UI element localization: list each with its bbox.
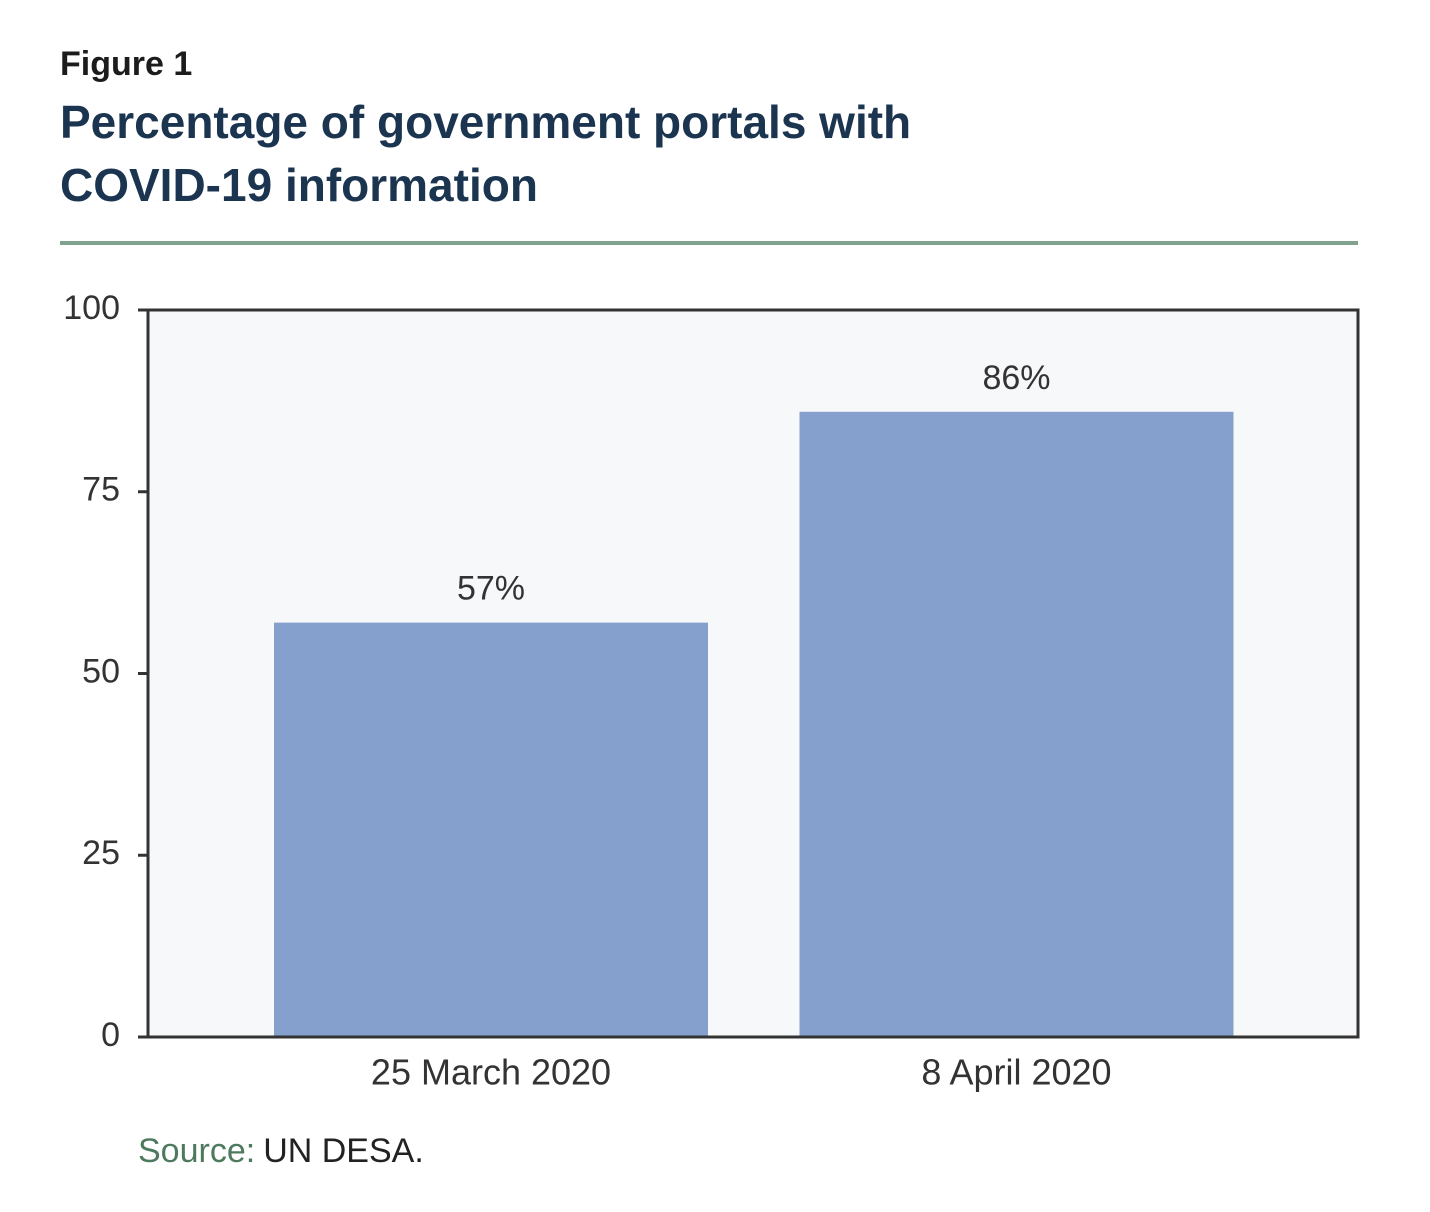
value-label: 57%: [457, 570, 525, 608]
bar: [274, 622, 708, 1037]
chart-title: COVID-19 information: [60, 159, 538, 211]
source-label: Source:: [138, 1132, 255, 1170]
x-tick-label: 25 March 2020: [371, 1052, 611, 1093]
bar: [799, 411, 1234, 1037]
source-text: UN DESA.: [263, 1132, 424, 1170]
y-tick-label: 25: [82, 834, 120, 872]
value-label: 86%: [982, 359, 1050, 397]
y-tick-label: 50: [82, 652, 120, 690]
chart-title: Percentage of government portals with: [60, 96, 911, 148]
y-tick-label: 100: [63, 289, 120, 327]
y-tick-label: 0: [101, 1016, 120, 1054]
y-tick-label: 75: [82, 471, 120, 509]
x-tick-label: 8 April 2020: [921, 1052, 1111, 1093]
figure-label: Figure 1: [60, 45, 192, 83]
source: Source: UN DESA.: [138, 1132, 424, 1170]
